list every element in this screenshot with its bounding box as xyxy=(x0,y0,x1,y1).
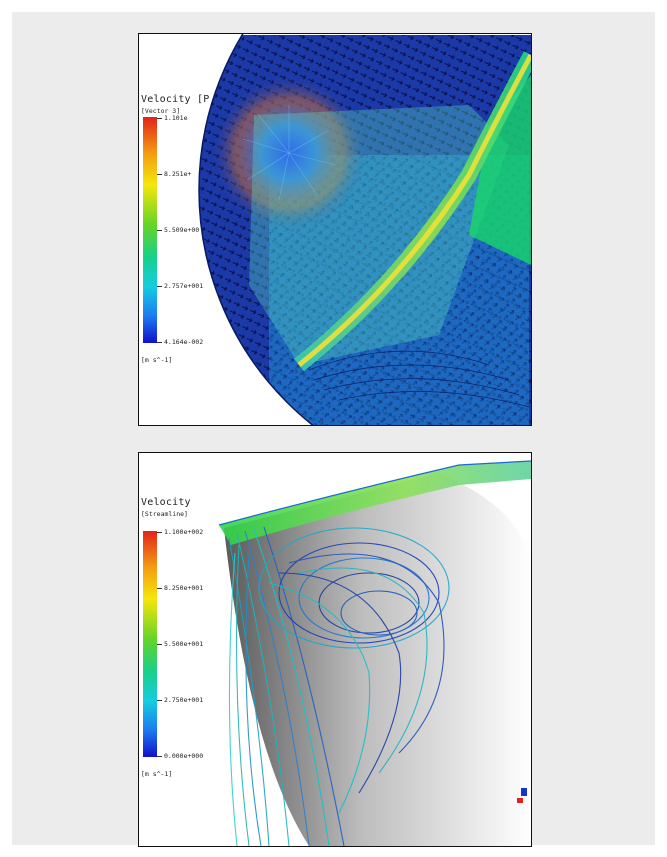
vector-velocity-plot: Velocity [P [Vector 3] 1.101e 8.251e+ 5.… xyxy=(138,33,532,426)
legend-tick-5: 0.000e+000 xyxy=(157,752,203,760)
legend-color-bar xyxy=(143,531,157,757)
legend-tick-2: 8.250e+001 xyxy=(157,584,203,592)
vector-field-image xyxy=(198,34,531,425)
legend-tick-5: 4.164e-002 xyxy=(157,338,203,346)
legend-unit: [m s^-1] xyxy=(141,356,173,364)
legend-unit: [m s^-1] xyxy=(141,770,173,778)
legend-tick-4: 2.757e+001 xyxy=(157,282,203,290)
legend-subtitle: [Streamline] xyxy=(141,510,188,518)
legend-tick-3: 5.500e+001 xyxy=(157,640,203,648)
streamline-velocity-plot: Velocity [Streamline] 1.100e+002 8.250e+… xyxy=(138,452,532,847)
legend-title: Velocity xyxy=(141,497,191,508)
legend-subtitle: [Vector 3] xyxy=(141,107,181,115)
streamline-image xyxy=(218,460,531,846)
legend-color-bar xyxy=(143,117,157,343)
legend-tick-4: 2.750e+001 xyxy=(157,696,203,704)
legend-tick-1: 1.100e+002 xyxy=(157,528,203,536)
legend-tick-1: 1.101e xyxy=(157,114,187,122)
legend-tick-2: 8.251e+ xyxy=(157,170,191,178)
legend-tick-3: 5.509e+00 xyxy=(157,226,199,234)
legend-title: Velocity xyxy=(141,94,191,105)
legend-title-suffix: [P xyxy=(197,94,210,105)
